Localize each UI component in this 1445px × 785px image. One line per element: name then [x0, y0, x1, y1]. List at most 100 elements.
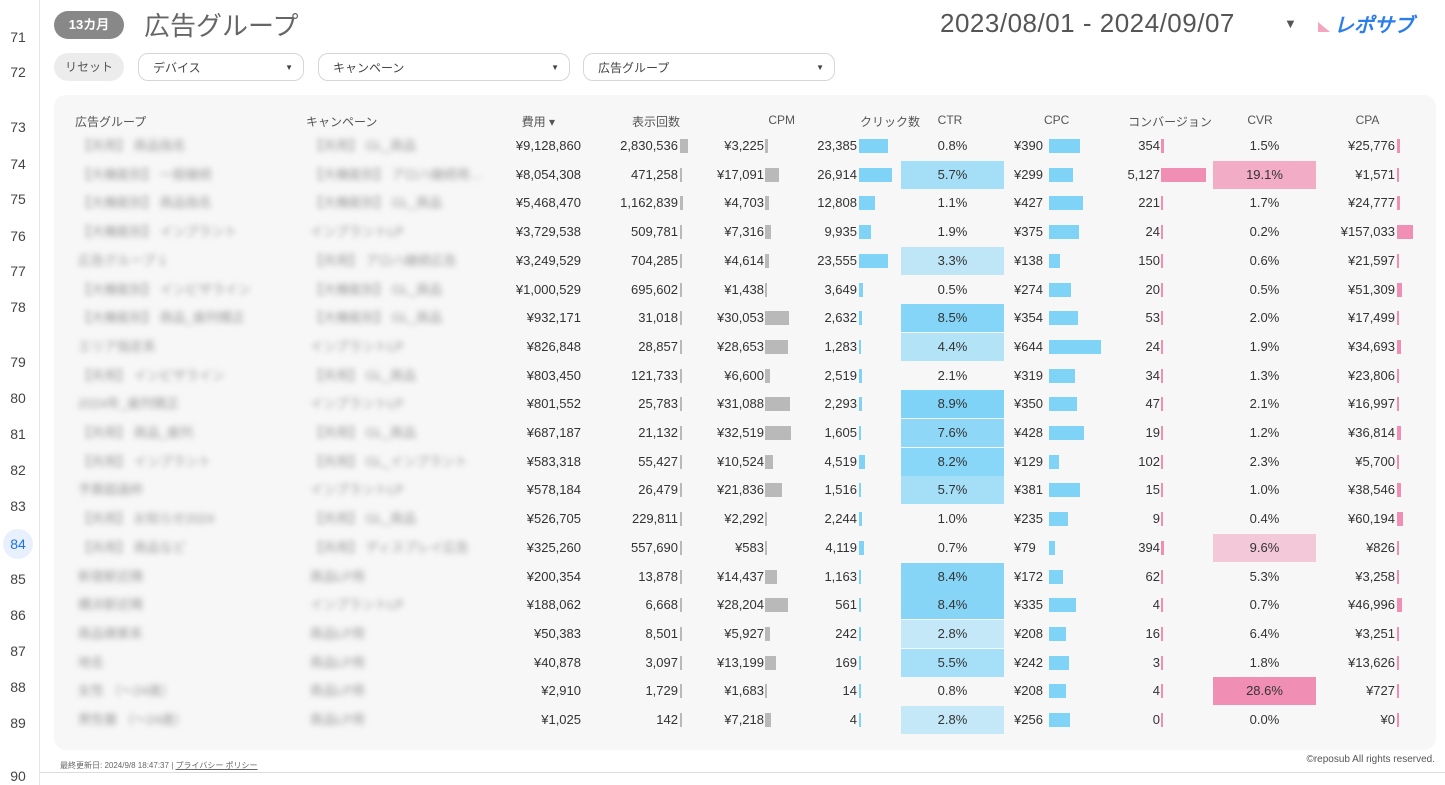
header-cvr[interactable]: CVR [1247, 113, 1273, 127]
header-cpm[interactable]: CPM [768, 113, 795, 127]
date-range-caret-icon[interactable]: ▼ [1284, 16, 1297, 31]
conversions-bar [1161, 713, 1163, 727]
cvr-value: 1.7% [1249, 195, 1280, 211]
clicks-value: 14 [842, 683, 857, 699]
row-number[interactable]: 71 [10, 29, 26, 45]
cost-value: ¥583,318 [526, 453, 581, 469]
adgroup-name: 【共用】 商品_歯列 [78, 425, 193, 440]
ctr-value: 5.7% [937, 166, 968, 182]
row-number[interactable]: 88 [10, 679, 26, 695]
conversions-value: 102 [1138, 453, 1160, 469]
conversions-value: 9 [1152, 511, 1160, 527]
row-number[interactable]: 90 [10, 768, 26, 784]
date-range-picker[interactable]: 2023/08/01 - 2024/09/07 [940, 8, 1235, 38]
cost-value: ¥5,468,470 [515, 195, 581, 211]
row-number[interactable]: 83 [10, 498, 26, 514]
header-conversions[interactable]: コンバージョン [1128, 115, 1212, 129]
cost-value: ¥325,260 [526, 539, 581, 555]
row-number[interactable]: 75 [10, 191, 26, 207]
impressions-bar [680, 225, 682, 240]
impressions-value: 28,857 [638, 338, 678, 354]
header-clicks[interactable]: クリック数 [859, 115, 920, 129]
ctr-value: 2.8% [937, 625, 968, 641]
footer-separator: | [171, 761, 174, 770]
report-page: 13カ月 広告グループ 2023/08/01 - 2024/09/07 ▼ レポ… [40, 0, 1445, 785]
row-number[interactable]: 84 [3, 529, 33, 559]
row-number[interactable]: 87 [10, 643, 26, 659]
cpm-value: ¥7,218 [724, 712, 764, 727]
adgroup-name: 【共用】 お知らせ2024 [78, 511, 215, 527]
row-number[interactable]: 79 [10, 354, 26, 370]
cost-value: ¥8,054,308 [515, 166, 581, 182]
cpc-value: ¥208 [1014, 625, 1043, 641]
header-cpc[interactable]: CPC [1044, 113, 1070, 127]
cost-value: ¥188,062 [526, 597, 581, 613]
header-cpa[interactable]: CPA [1355, 113, 1380, 127]
ctr-highlight [901, 706, 1004, 734]
copyright-text: ©reposub All rights reserved. [1306, 754, 1435, 765]
ctr-highlight [901, 447, 1004, 476]
row-number[interactable]: 80 [10, 390, 26, 406]
conversions-bar [1161, 426, 1163, 440]
cpa-value: ¥727 [1366, 683, 1395, 699]
clicks-value: 3,649 [824, 281, 857, 297]
period-badge[interactable]: 13カ月 [54, 11, 124, 39]
conversions-bar [1161, 540, 1164, 555]
conversions-value: 15 [1145, 482, 1160, 498]
cpm-value: ¥32,519 [717, 425, 764, 440]
impressions-value: 704,285 [631, 252, 678, 268]
row-number[interactable]: 81 [10, 426, 26, 442]
cvr-value: 2.1% [1249, 396, 1280, 412]
row-number[interactable]: 78 [10, 299, 26, 315]
row-number[interactable]: 86 [10, 607, 26, 623]
cpm-value: ¥28,653 [717, 338, 764, 354]
campaign-name: インプラントLP [310, 482, 404, 498]
campaign-filter-dropdown[interactable]: キャンペーン ▼ [318, 53, 570, 81]
row-number[interactable]: 82 [10, 462, 26, 478]
ctr-value: 1.0% [937, 511, 968, 527]
cost-value: ¥1,025 [541, 712, 581, 727]
privacy-policy-link[interactable]: プライバシー ポリシー [175, 761, 258, 770]
row-number[interactable]: 76 [10, 228, 26, 244]
cpm-bar [765, 339, 788, 354]
header-ctr[interactable]: CTR [937, 113, 963, 127]
cpa-bar [1397, 253, 1399, 268]
campaign-name: インプラントLP [310, 396, 404, 412]
header-adgroup[interactable]: 広告グループ [75, 115, 147, 129]
adgroup-filter-dropdown[interactable]: 広告グループ ▼ [583, 53, 835, 81]
row-number[interactable]: 77 [10, 263, 26, 279]
campaign-name: 商品LP用 [310, 654, 365, 670]
ctr-value: 3.3% [937, 252, 968, 268]
cpc-bar [1049, 311, 1078, 326]
cpa-value: ¥157,033 [1340, 224, 1395, 240]
cpc-value: ¥242 [1014, 654, 1043, 670]
conversions-value: 4 [1152, 597, 1160, 613]
cpa-value: ¥36,814 [1348, 425, 1395, 440]
row-number[interactable]: 72 [10, 64, 26, 80]
device-filter-dropdown[interactable]: デバイス ▼ [138, 53, 304, 81]
cpa-bar [1397, 368, 1399, 383]
header-cost-sortable[interactable]: 費用 ▾ [521, 115, 555, 129]
cpc-bar [1049, 655, 1069, 670]
ctr-value: 2.1% [937, 367, 968, 383]
header-impressions[interactable]: 表示回数 [631, 115, 680, 129]
reset-button[interactable]: リセット [54, 53, 124, 81]
ctr-value: 1.1% [937, 195, 968, 211]
ctr-highlight [901, 562, 1004, 591]
row-number[interactable]: 85 [10, 571, 26, 587]
row-number[interactable]: 73 [10, 119, 26, 135]
adgroup-name: 【大機能別】 商品指名 [78, 195, 212, 211]
impressions-value: 26,479 [638, 482, 678, 498]
impressions-value: 8,501 [645, 625, 678, 641]
row-number[interactable]: 89 [10, 715, 26, 731]
campaign-name: 【大機能別】 GL_商品 [310, 195, 443, 211]
cpc-bar [1049, 139, 1080, 153]
cpa-value: ¥17,499 [1348, 310, 1395, 326]
impressions-bar [680, 512, 682, 527]
clicks-value: 26,914 [817, 166, 857, 182]
cost-value: ¥40,878 [534, 654, 581, 670]
divider [40, 772, 1445, 773]
cpa-value: ¥826 [1366, 539, 1395, 555]
row-number[interactable]: 74 [10, 156, 26, 172]
header-campaign[interactable]: キャンペーン [306, 115, 378, 129]
